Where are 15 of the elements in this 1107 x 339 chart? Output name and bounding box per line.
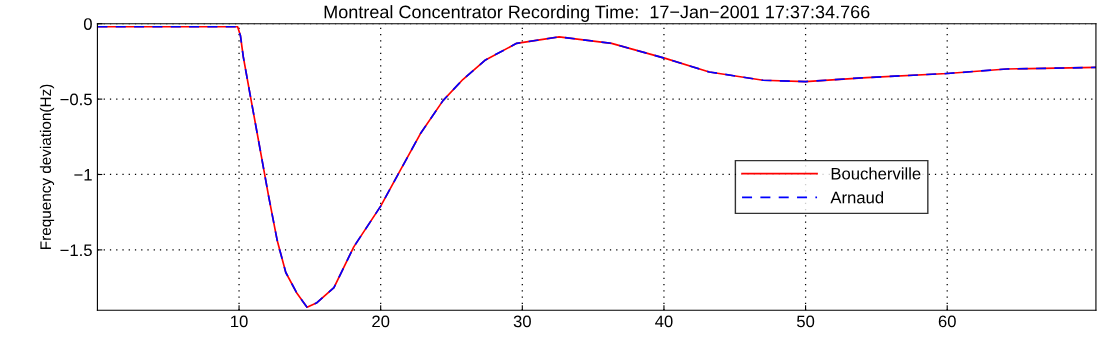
x-tick-label: 20 bbox=[372, 315, 390, 328]
y-tick-label: −1 bbox=[74, 169, 92, 181]
x-tick-label: 40 bbox=[655, 315, 673, 328]
line-series bbox=[97, 25, 1096, 309]
chart-title: Montreal Concentrator Recording Time: 17−Jan−2001 17:37:34.766 bbox=[324, 5, 870, 22]
y-tick-label: 0 bbox=[83, 18, 92, 30]
y-axis-title: Frequency deviation(Hz) bbox=[39, 84, 55, 249]
legend-label: Arnaud bbox=[830, 191, 884, 204]
x-tick-label: 10 bbox=[231, 315, 248, 328]
x-tick-label: 60 bbox=[938, 315, 956, 328]
y-tick-label: −1.5 bbox=[60, 244, 92, 257]
x-tick-label: 50 bbox=[796, 315, 815, 328]
legend-label: Boucherville bbox=[831, 167, 921, 180]
x-tick-label: 30 bbox=[513, 315, 531, 328]
y-tick-label: −0.5 bbox=[60, 93, 92, 106]
